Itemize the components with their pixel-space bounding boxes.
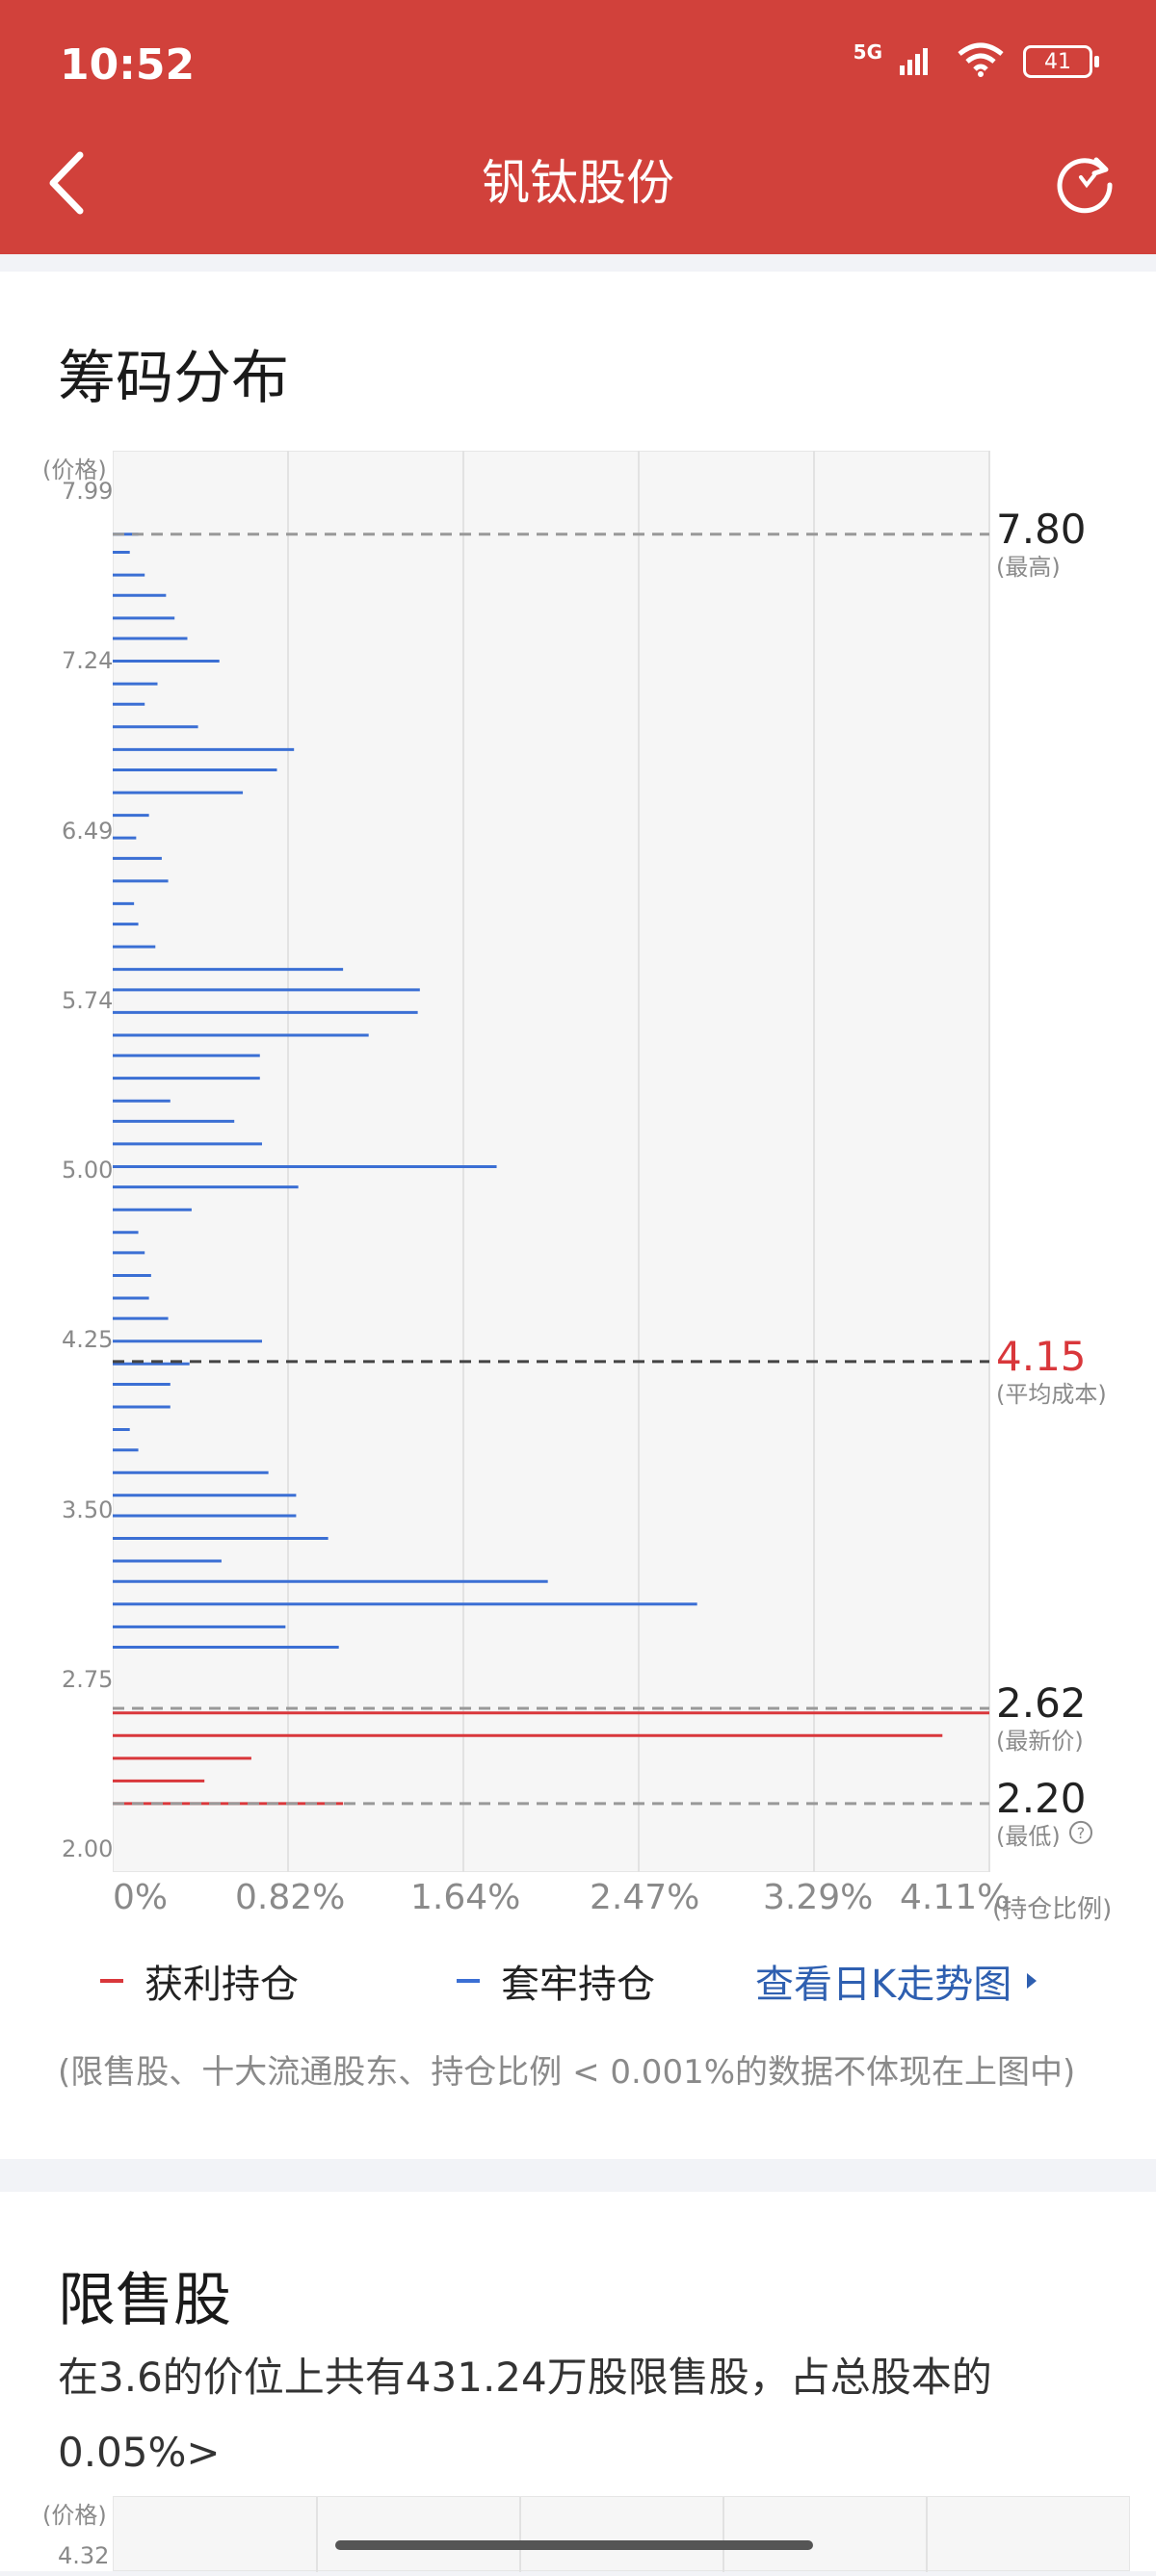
x-tick-label: 0% — [113, 1878, 169, 1917]
help-icon — [1069, 1820, 1092, 1844]
reference-value: 4.15 — [996, 1332, 1087, 1380]
y-tick-label: 2.75 — [62, 1665, 114, 1693]
chevron-left-icon — [49, 151, 84, 215]
reference-label: (最低) — [996, 1822, 1061, 1850]
battery-icon: 41 — [1023, 45, 1099, 78]
restricted-y-axis-label: (价格) — [42, 2502, 107, 2529]
legend-trapped-label: 套牢持仓 — [501, 1963, 655, 2007]
reference-label: (最高) — [996, 553, 1061, 581]
y-axis-label: (价格) — [42, 456, 107, 483]
status-time: 10:52 — [60, 40, 196, 90]
view-daily-k-label: 查看日K走势图 — [755, 1963, 1012, 2007]
restricted-chart-grid — [316, 2497, 928, 2572]
data-note: (限售股、十大流通股东、持仓比例 < 0.001%的数据不体现在上图中) — [58, 2053, 1076, 2092]
y-tick-label: 7.99 — [62, 478, 114, 505]
restricted-y-tick: 4.32 — [58, 2542, 110, 2569]
reference-value: 2.20 — [996, 1774, 1087, 1822]
trapped-swatch — [457, 1979, 480, 1983]
x-tick-label: 4.11% — [900, 1878, 1011, 1917]
refresh-button[interactable] — [1048, 146, 1121, 220]
legend-profit-label: 获利持仓 — [144, 1963, 299, 2007]
reference-label: (最新价) — [996, 1728, 1084, 1756]
wifi-icon — [956, 42, 1006, 81]
y-tick-label: 7.24 — [62, 647, 114, 675]
x-tick-label: 0.82% — [235, 1878, 346, 1917]
legend-trapped: 套牢持仓 — [457, 1953, 655, 2009]
y-tick-label: 6.49 — [62, 817, 114, 845]
x-tick-label: 3.29% — [763, 1878, 874, 1917]
restricted-shares-title: 限售股 — [58, 2267, 231, 2334]
chip-distribution-title: 筹码分布 — [58, 345, 289, 412]
page-title: 钒钛股份 — [482, 155, 674, 211]
y-tick-label: 4.25 — [62, 1326, 114, 1354]
y-tick-label: 2.00 — [62, 1835, 114, 1862]
refresh-icon — [1057, 157, 1113, 214]
triangle-right-icon — [1027, 1973, 1038, 1989]
y-tick-label: 3.50 — [62, 1496, 114, 1523]
reference-value: 2.62 — [996, 1679, 1087, 1728]
restricted-chart-area — [113, 2496, 1130, 2572]
network-label: 5G — [853, 40, 882, 64]
chart-plot-area — [113, 451, 989, 1872]
x-tick-label: 2.47% — [590, 1878, 700, 1917]
top-bar: 10:52 5G 41 钒钛股份 — [0, 0, 1156, 254]
legend-profit: 获利持仓 — [100, 1953, 299, 2009]
help-icon-glyph: ? — [1077, 1824, 1086, 1842]
y-tick-label: 5.00 — [62, 1157, 114, 1184]
status-icons: 5G 41 — [853, 40, 1099, 81]
x-axis-label: (持仓比例) — [992, 1895, 1113, 1924]
restricted-shares-description[interactable]: 在3.6的价位上共有431.24万股限售股，占总股本的0.05%> — [58, 2354, 992, 2476]
x-tick-label: 1.64% — [410, 1878, 521, 1917]
profit-swatch — [100, 1979, 123, 1983]
view-daily-k-link[interactable]: 查看日K走势图 — [755, 1953, 1038, 2009]
reference-value: 7.80 — [996, 505, 1087, 553]
home-indicator[interactable] — [335, 2540, 813, 2550]
reference-label: (平均成本) — [996, 1380, 1107, 1408]
signal-icon — [900, 44, 938, 79]
y-tick-label: 5.74 — [62, 986, 114, 1014]
back-button[interactable] — [37, 144, 94, 221]
